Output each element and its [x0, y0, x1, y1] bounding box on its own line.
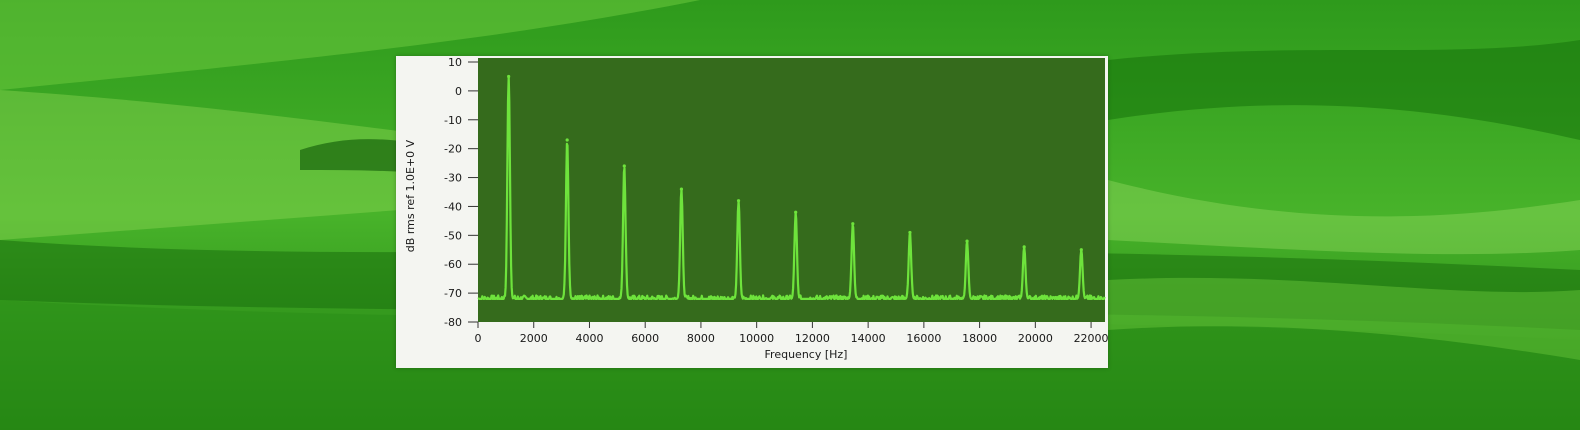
y-tick-label: -30	[444, 172, 462, 185]
peak-point	[565, 138, 569, 142]
spectrum-chart: 10 0 -10 -20 -30 -40 -50 -60 -70 -80 0 2000 4000 600…	[404, 56, 1108, 361]
peak-point	[622, 164, 626, 168]
peak-point	[851, 222, 855, 226]
y-axis-label: dB rms ref 1.0E+0 V	[404, 139, 417, 252]
chart-panel: 10 0 -10 -20 -30 -40 -50 -60 -70 -80 0 2000 4000 600…	[396, 56, 1108, 368]
x-tick-label: 18000	[962, 332, 997, 345]
x-tick-label: 12000	[795, 332, 830, 345]
y-tick-label: -70	[444, 287, 462, 300]
peak-point	[736, 199, 741, 203]
peak-point	[908, 230, 912, 235]
peak-point	[965, 239, 969, 243]
y-tick-label: -60	[444, 258, 462, 271]
spectrum-trace	[477, 75, 1106, 300]
y-tick-label: -50	[444, 229, 462, 242]
peak-markers	[507, 74, 1083, 252]
peak-point	[1079, 248, 1083, 252]
x-tick-label: 14000	[851, 332, 886, 345]
x-tick-label: 20000	[1018, 332, 1053, 345]
y-tick-label: -40	[444, 200, 462, 213]
y-axis: 10 0 -10 -20 -30 -40 -50 -60 -70 -80	[444, 56, 478, 329]
x-axis: 0 2000 4000 6000 8000 10000 12000 14000 16000 180…	[475, 322, 1108, 345]
y-tick-label: -10	[444, 114, 462, 127]
x-tick-label: 2000	[520, 332, 548, 345]
peak-point	[679, 187, 684, 191]
x-tick-label: 6000	[631, 332, 659, 345]
x-axis-label: Frequency [Hz]	[765, 348, 848, 361]
x-tick-label: 4000	[575, 332, 603, 345]
y-tick-label: -20	[444, 143, 462, 156]
x-tick-label: 0	[475, 332, 482, 345]
peak-point	[507, 74, 511, 79]
x-tick-label: 8000	[687, 332, 715, 345]
peak-point	[794, 210, 798, 214]
y-tick-label: 0	[455, 85, 462, 98]
x-tick-label: 22000	[1074, 332, 1108, 345]
peak-point	[1022, 245, 1026, 249]
plot-area	[478, 58, 1105, 322]
y-tick-label: 10	[448, 56, 462, 69]
y-tick-label: -80	[444, 316, 462, 329]
x-tick-label: 16000	[906, 332, 941, 345]
x-tick-label: 10000	[739, 332, 774, 345]
